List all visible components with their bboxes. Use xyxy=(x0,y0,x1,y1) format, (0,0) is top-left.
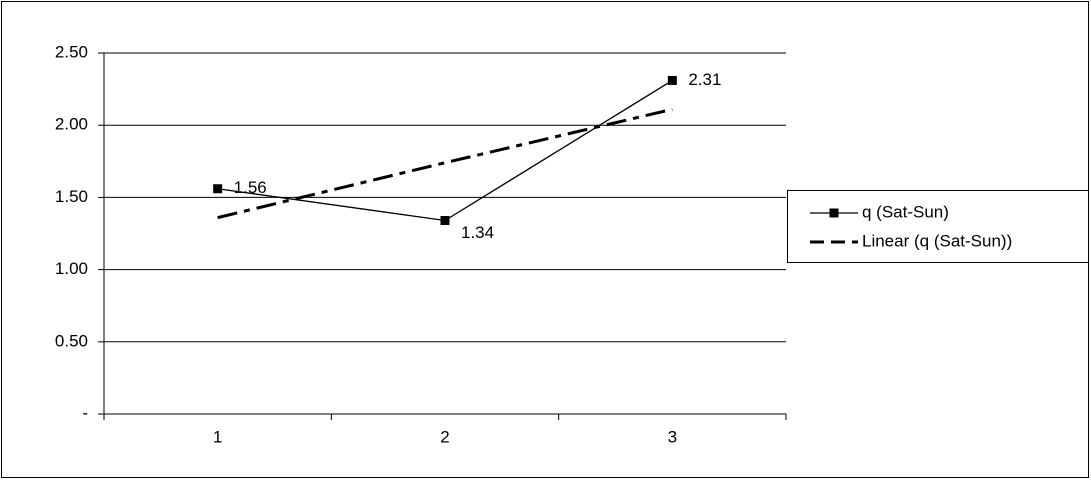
legend-label: Linear (q (Sat-Sun)) xyxy=(862,231,1012,250)
data-label: 1.34 xyxy=(461,223,494,242)
marker xyxy=(667,75,677,85)
legend-marker xyxy=(829,208,839,218)
y-tick-label: 1.00 xyxy=(55,259,88,278)
data-label: 2.31 xyxy=(688,70,721,89)
trend-line xyxy=(217,107,673,220)
y-tick-label: 2.50 xyxy=(55,42,88,61)
x-tick-label: 2 xyxy=(440,427,449,446)
legend-box xyxy=(787,190,1089,263)
marker xyxy=(440,216,450,226)
marker xyxy=(213,184,223,194)
x-tick-label: 3 xyxy=(668,427,677,446)
y-tick-label: 2.00 xyxy=(55,115,88,134)
x-tick-label: 1 xyxy=(213,427,222,446)
y-tick-label: - xyxy=(82,403,88,422)
data-label: 1.56 xyxy=(234,178,267,197)
y-tick-label: 1.50 xyxy=(55,187,88,206)
y-tick-label: 0.50 xyxy=(55,331,88,350)
legend-label: q (Sat-Sun) xyxy=(862,202,949,221)
